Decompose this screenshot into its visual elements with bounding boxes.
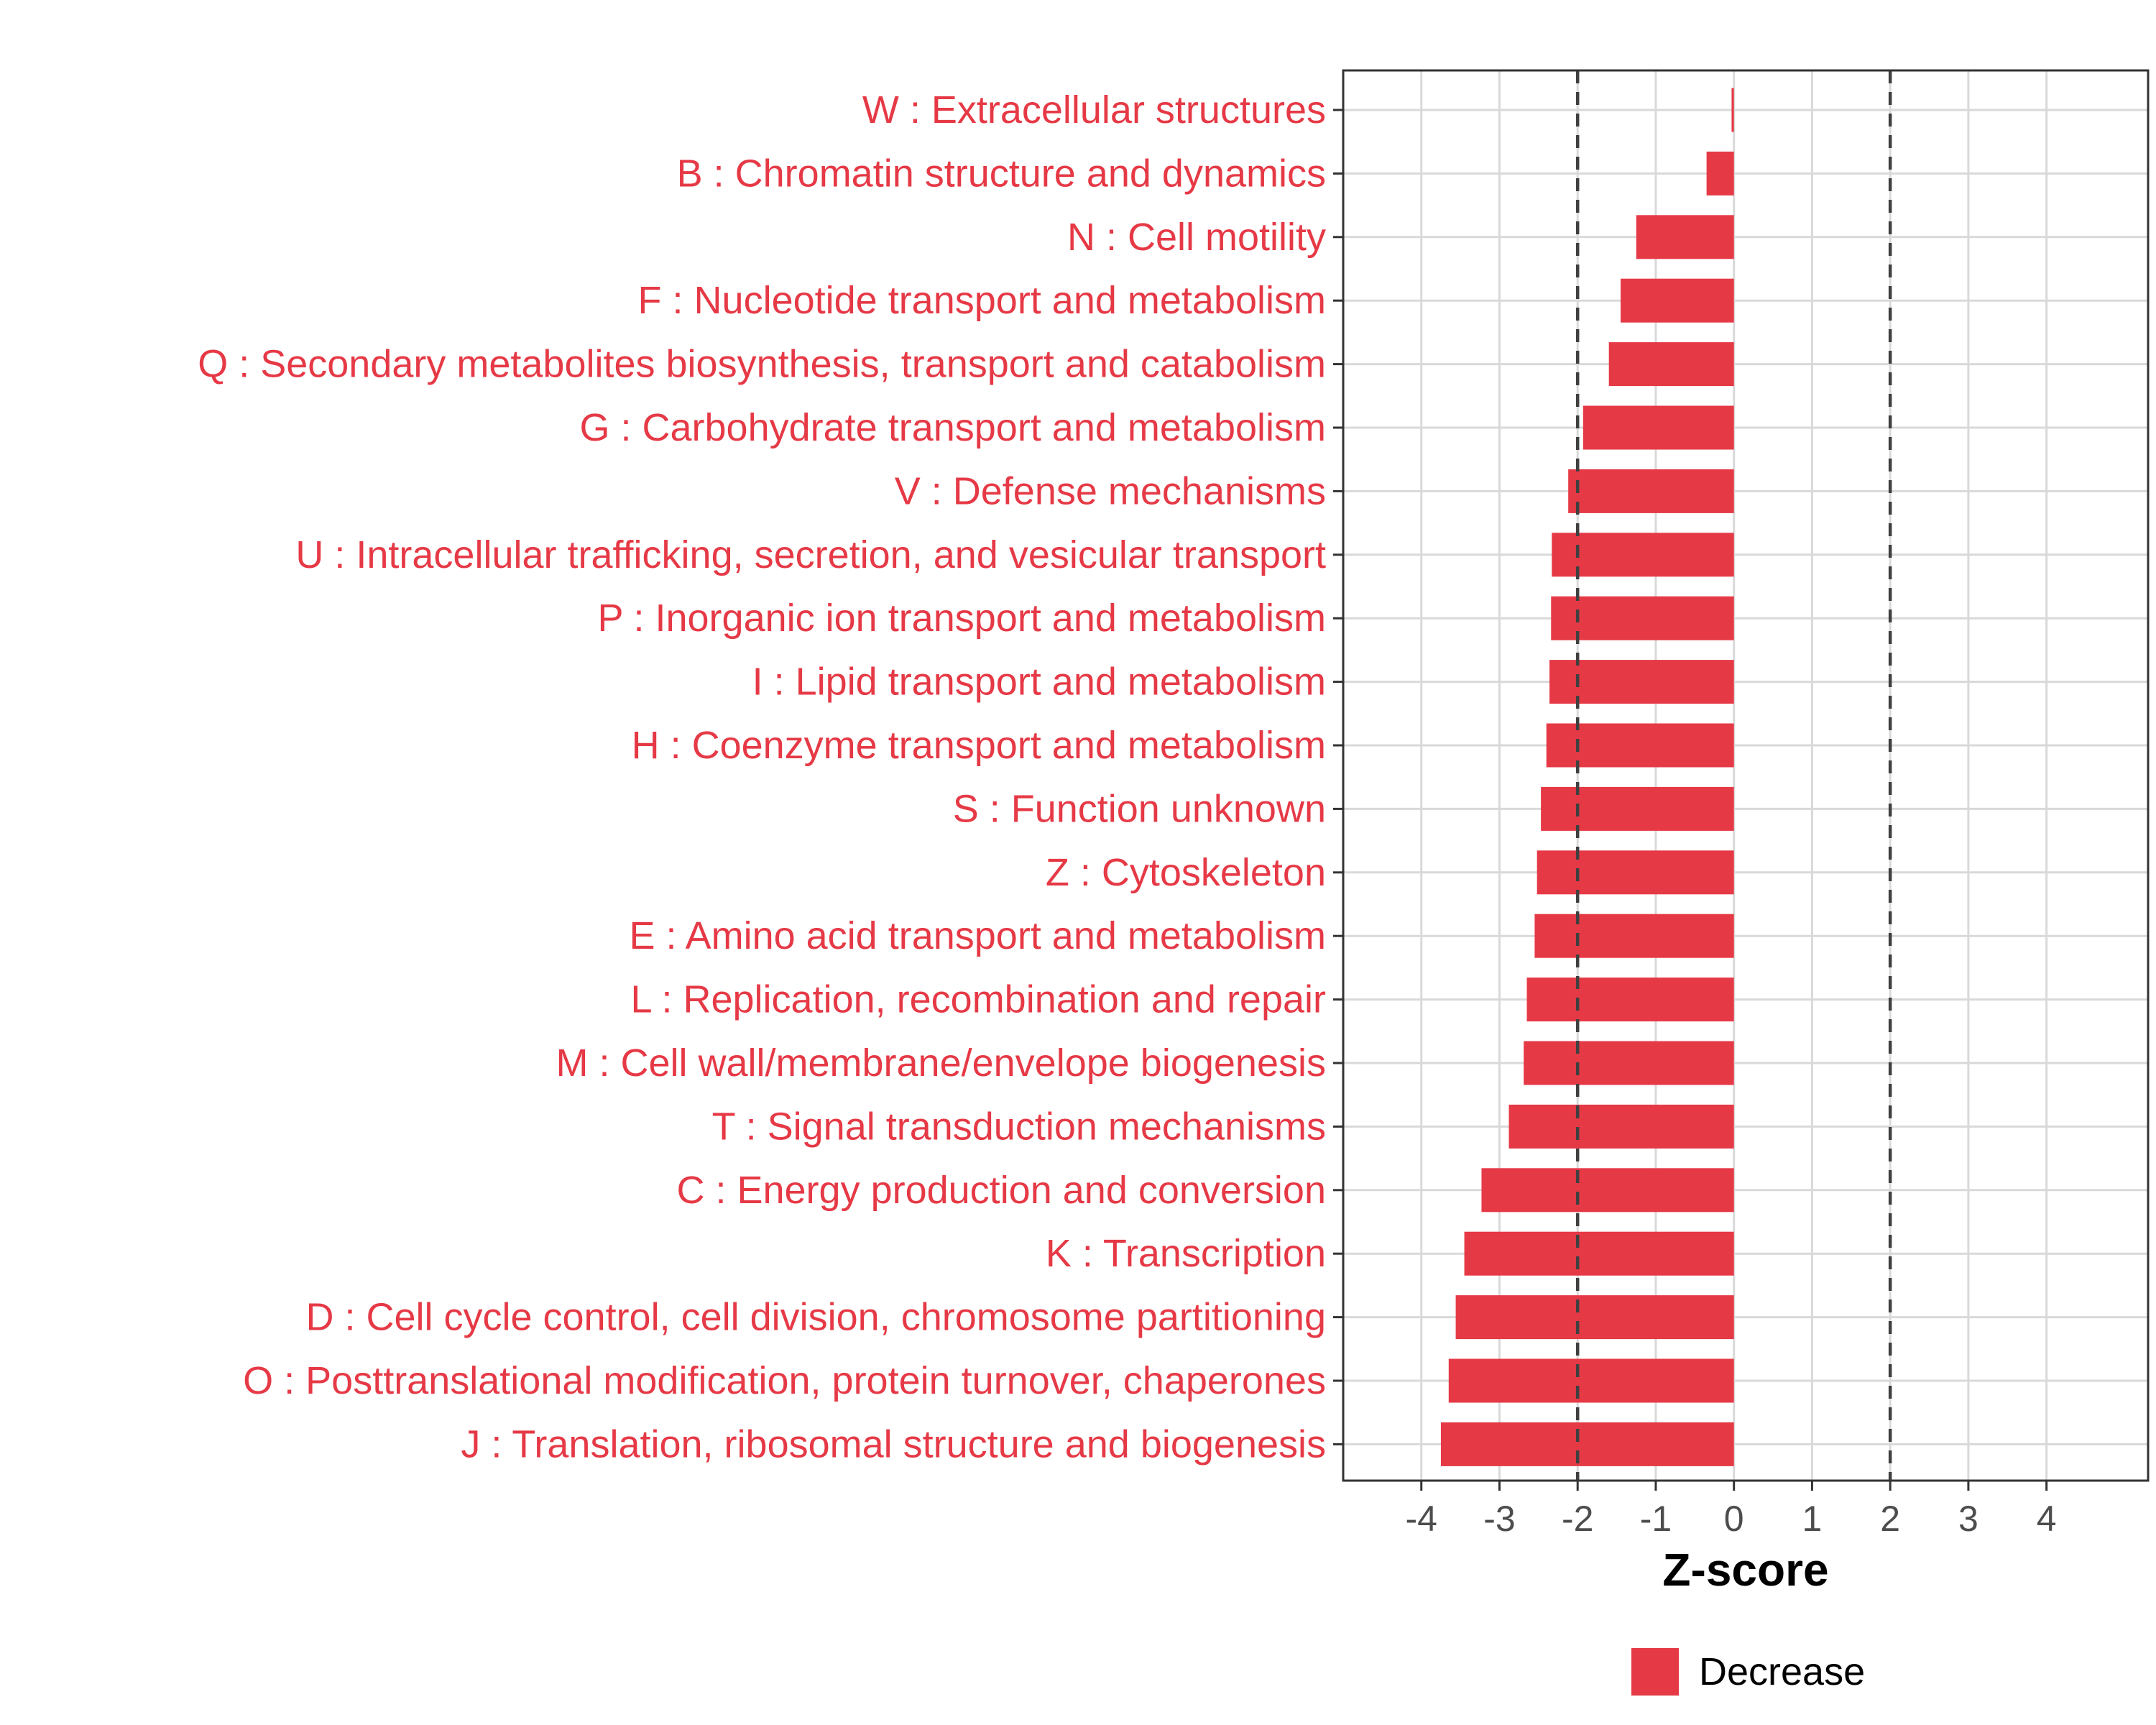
legend-label-decrease: Decrease bbox=[1699, 1650, 1865, 1693]
bar-c-energy-production-and-conversion bbox=[1481, 1168, 1734, 1213]
category-label-n-cell-motility: N : Cell motility bbox=[1067, 216, 1326, 259]
bar-z-cytoskeleton bbox=[1537, 850, 1734, 895]
reference-lines bbox=[1575, 70, 1892, 1481]
category-label-q-secondary-metabolites-biosynthesis-transport-and-catabolism: Q : Secondary metabolites biosynthesis, … bbox=[198, 343, 1326, 386]
bar-v-defense-mechanisms bbox=[1568, 469, 1734, 513]
bar-g-carbohydrate-transport-and-metabolism bbox=[1583, 405, 1734, 450]
x-tick-label: 1 bbox=[1802, 1499, 1823, 1539]
bar-h-coenzyme-transport-and-metabolism bbox=[1546, 723, 1734, 768]
bar-u-intracellular-trafficking-secretion-and-vesicular-transport bbox=[1552, 533, 1734, 577]
category-label-o-posttranslational-modification-protein-turnover-chaperones: O : Posttranslational modification, prot… bbox=[243, 1359, 1326, 1402]
bar-t-signal-transduction-mechanisms bbox=[1508, 1104, 1734, 1149]
category-label-c-energy-production-and-conversion: C : Energy production and conversion bbox=[676, 1169, 1326, 1212]
x-tick-label: 0 bbox=[1724, 1499, 1744, 1539]
bar-j-translation-ribosomal-structure-and-biogenesis bbox=[1440, 1422, 1734, 1466]
category-label-u-intracellular-trafficking-secretion-and-vesicular-transport: U : Intracellular trafficking, secretion… bbox=[295, 533, 1326, 576]
bar-l-replication-recombination-and-repair bbox=[1526, 978, 1734, 1022]
legend: Decrease bbox=[1631, 1648, 1865, 1696]
legend-key-decrease bbox=[1631, 1648, 1679, 1696]
bar-w-extracellular-structures bbox=[1731, 88, 1734, 132]
category-label-m-cell-wall-membrane-envelope-biogenesis: M : Cell wall/membrane/envelope biogenes… bbox=[556, 1041, 1326, 1085]
category-label-z-cytoskeleton: Z : Cytoskeleton bbox=[1046, 851, 1326, 894]
bar-i-lipid-transport-and-metabolism bbox=[1549, 660, 1734, 704]
x-tick-labels: -4 -3 -2 -1 0 1 2 3 4 bbox=[1406, 1499, 2057, 1539]
x-tick-label: -3 bbox=[1483, 1499, 1515, 1539]
bar-o-posttranslational-modification-protein-turnover-chaperones bbox=[1448, 1358, 1734, 1403]
x-tick-label: 3 bbox=[1958, 1499, 1978, 1539]
axis-ticks bbox=[1333, 109, 2048, 1491]
category-label-l-replication-recombination-and-repair: L : Replication, recombination and repai… bbox=[630, 978, 1326, 1021]
x-tick-label: -2 bbox=[1562, 1499, 1593, 1539]
category-label-g-carbohydrate-transport-and-metabolism: G : Carbohydrate transport and metabolis… bbox=[580, 406, 1327, 449]
plot-panel-border bbox=[1342, 69, 2150, 1482]
x-tick-label: -1 bbox=[1640, 1499, 1672, 1539]
bar-n-cell-motility bbox=[1636, 215, 1734, 259]
bar-k-transcription bbox=[1464, 1231, 1734, 1276]
category-label-v-defense-mechanisms: V : Defense mechanisms bbox=[895, 469, 1326, 512]
category-label-i-lipid-transport-and-metabolism: I : Lipid transport and metabolism bbox=[752, 661, 1326, 704]
bar-d-cell-cycle-control-cell-division-chromosome-partitioning bbox=[1455, 1295, 1734, 1340]
x-axis-title: Z-score bbox=[1662, 1544, 1828, 1596]
category-label-d-cell-cycle-control-cell-division-chromosome-partitioning: D : Cell cycle control, cell division, c… bbox=[305, 1296, 1326, 1339]
category-label-p-inorganic-ion-transport-and-metabolism: P : Inorganic ion transport and metaboli… bbox=[597, 597, 1326, 640]
bar-s-function-unknown bbox=[1541, 786, 1734, 831]
category-label-h-coenzyme-transport-and-metabolism: H : Coenzyme transport and metabolism bbox=[632, 724, 1326, 767]
x-tick-label: -4 bbox=[1406, 1499, 1437, 1539]
category-label-b-chromatin-structure-and-dynamics: B : Chromatin structure and dynamics bbox=[677, 152, 1326, 195]
category-label-e-amino-acid-transport-and-metabolism: E : Amino acid transport and metabolism bbox=[630, 914, 1326, 957]
x-tick-label: 2 bbox=[1880, 1499, 1900, 1539]
category-label-s-function-unknown: S : Function unknown bbox=[953, 787, 1326, 830]
category-label-t-signal-transduction-mechanisms: T : Signal transduction mechanisms bbox=[712, 1105, 1326, 1148]
bar-e-amino-acid-transport-and-metabolism bbox=[1534, 914, 1734, 958]
bar-p-inorganic-ion-transport-and-metabolism bbox=[1551, 596, 1734, 640]
bar-b-chromatin-structure-and-dynamics bbox=[1706, 151, 1734, 196]
bar-q-secondary-metabolites-biosynthesis-transport-and-catabolism bbox=[1608, 342, 1734, 387]
grid-layer bbox=[1343, 70, 2148, 1481]
bar-f-nucleotide-transport-and-metabolism bbox=[1621, 278, 1734, 323]
category-labels: W : Extracellular structures B : Chromati… bbox=[198, 88, 1326, 1466]
bar-m-cell-wall-membrane-envelope-biogenesis bbox=[1524, 1041, 1734, 1085]
category-label-w-extracellular-structures: W : Extracellular structures bbox=[862, 88, 1326, 132]
category-label-k-transcription: K : Transcription bbox=[1046, 1232, 1326, 1275]
category-label-f-nucleotide-transport-and-metabolism: F : Nucleotide transport and metabolism bbox=[638, 279, 1326, 322]
bars-layer bbox=[1440, 88, 1734, 1466]
category-label-j-translation-ribosomal-structure-and-biogenesis: J : Translation, ribosomal structure and… bbox=[461, 1422, 1326, 1466]
x-tick-label: 4 bbox=[2037, 1499, 2057, 1539]
